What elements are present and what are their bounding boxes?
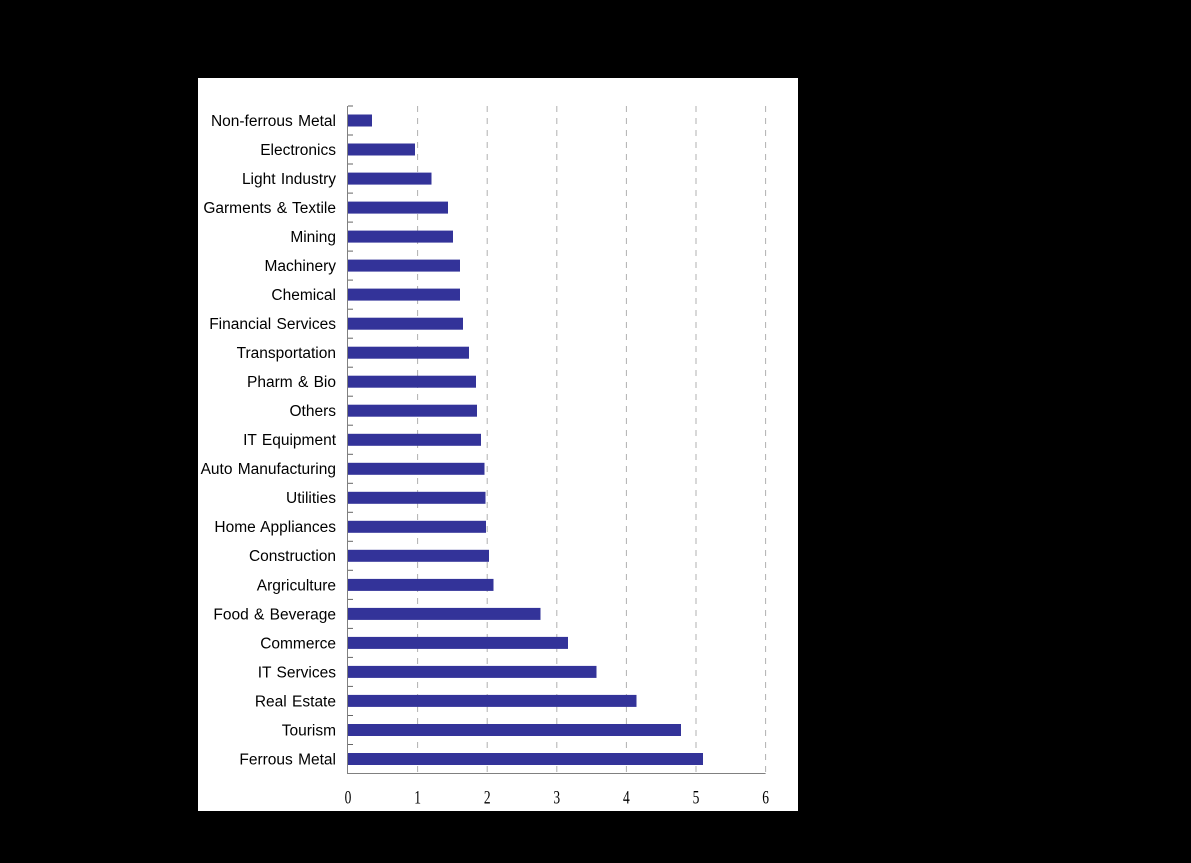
svg-text:Non-ferrous Metal: Non-ferrous Metal bbox=[211, 113, 336, 130]
svg-text:IT Services: IT Services bbox=[258, 664, 336, 681]
svg-text:5: 5 bbox=[693, 786, 700, 808]
svg-text:Real Estate: Real Estate bbox=[255, 693, 336, 710]
svg-text:Light Industry: Light Industry bbox=[242, 171, 336, 188]
svg-text:4: 4 bbox=[623, 786, 630, 808]
svg-text:2: 2 bbox=[484, 786, 491, 808]
svg-text:1: 1 bbox=[414, 786, 421, 808]
svg-text:6: 6 bbox=[762, 786, 769, 808]
svg-text:IT Equipment: IT Equipment bbox=[243, 432, 337, 449]
svg-text:Home Appliances: Home Appliances bbox=[214, 519, 336, 536]
svg-text:Garments & Textile: Garments & Textile bbox=[203, 200, 336, 217]
svg-text:Mining: Mining bbox=[290, 229, 336, 246]
svg-text:Electronics: Electronics bbox=[260, 142, 336, 159]
svg-text:Commerce: Commerce bbox=[260, 635, 336, 652]
svg-text:Financial Services: Financial Services bbox=[209, 316, 336, 333]
svg-text:Construction: Construction bbox=[249, 548, 336, 565]
svg-text:Machinery: Machinery bbox=[265, 258, 337, 275]
svg-text:0: 0 bbox=[345, 786, 352, 808]
svg-text:Ferrous Metal: Ferrous Metal bbox=[239, 751, 336, 768]
svg-text:Argriculture: Argriculture bbox=[257, 577, 336, 594]
svg-text:Others: Others bbox=[289, 403, 336, 420]
svg-text:Food & Beverage: Food & Beverage bbox=[213, 606, 336, 623]
svg-text:Chemical: Chemical bbox=[271, 287, 336, 304]
svg-text:Utilities: Utilities bbox=[286, 490, 336, 507]
svg-text:Auto Manufacturing: Auto Manufacturing bbox=[201, 461, 336, 478]
svg-text:3: 3 bbox=[553, 786, 560, 808]
svg-text:Tourism: Tourism bbox=[282, 722, 336, 739]
svg-text:Transportation: Transportation bbox=[237, 345, 336, 362]
svg-text:Pharm & Bio: Pharm & Bio bbox=[247, 374, 336, 391]
